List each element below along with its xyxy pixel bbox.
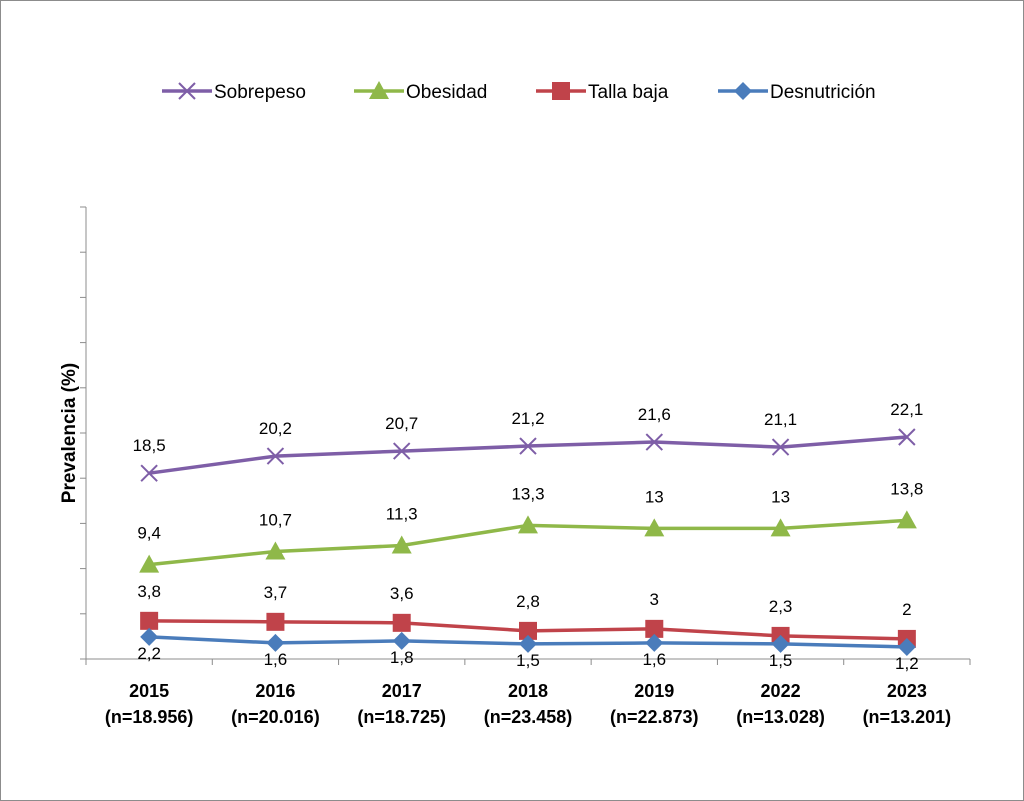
data-label: 2,3 bbox=[769, 597, 793, 616]
x-tick-label: 2018 (n=23.458) bbox=[484, 681, 573, 727]
data-label: 1,8 bbox=[390, 648, 414, 667]
data-label: 2,2 bbox=[137, 644, 161, 663]
legend-item: Obesidad bbox=[354, 81, 487, 103]
legend-marker bbox=[552, 82, 570, 100]
data-point bbox=[645, 619, 664, 638]
data-label: 1,2 bbox=[895, 654, 919, 673]
series-desnutricin bbox=[140, 627, 916, 656]
data-point bbox=[897, 637, 916, 656]
data-point bbox=[518, 515, 538, 534]
data-label: 1,5 bbox=[516, 651, 540, 670]
data-point bbox=[771, 634, 790, 653]
y-axis-title: Prevalencia (%) bbox=[59, 363, 80, 503]
data-label: 10,7 bbox=[259, 511, 292, 530]
data-point bbox=[519, 621, 537, 640]
data-point bbox=[519, 437, 537, 455]
x-tick-label: 2022 (n=13.028) bbox=[736, 681, 825, 727]
data-label: 3,7 bbox=[264, 583, 288, 602]
series-line bbox=[148, 435, 907, 475]
legend-item: Talla baja bbox=[536, 82, 669, 103]
data-point bbox=[896, 510, 917, 529]
data-label: 2 bbox=[902, 600, 911, 619]
series-obesidad bbox=[139, 510, 917, 573]
data-label: 3,8 bbox=[137, 582, 161, 601]
data-label: 3,6 bbox=[390, 584, 414, 603]
data-point bbox=[140, 464, 158, 482]
data-label: 22,1 bbox=[890, 400, 923, 419]
data-point bbox=[392, 613, 411, 632]
legend-label: Sobrepeso bbox=[214, 82, 306, 103]
data-point bbox=[266, 447, 285, 465]
data-label: 11,3 bbox=[386, 504, 418, 523]
data-label: 1,5 bbox=[769, 651, 793, 670]
legend-item: Desnutrición bbox=[718, 82, 876, 103]
series-sobrepeso bbox=[140, 428, 916, 482]
chart-axes: 2015 (n=18.956) 2016 (n=20.016) 2017 (n=18.72… bbox=[80, 206, 971, 727]
x-tick-label: 2023 (n=13.201) bbox=[863, 681, 952, 727]
legend-item: Sobrepeso bbox=[162, 82, 306, 103]
data-label: 3 bbox=[650, 590, 659, 609]
x-tick-label: 2015 (n=18.956) bbox=[105, 681, 194, 727]
data-point bbox=[898, 428, 916, 446]
legend-marker bbox=[178, 82, 196, 100]
legend-marker bbox=[369, 81, 389, 99]
data-label: 1,6 bbox=[642, 650, 666, 669]
data-point bbox=[139, 554, 160, 573]
legend-label: Desnutrición bbox=[770, 82, 876, 103]
data-point bbox=[771, 438, 790, 456]
data-point bbox=[140, 611, 159, 630]
data-point bbox=[392, 631, 411, 650]
data-label: 13 bbox=[771, 487, 790, 506]
data-point bbox=[645, 433, 663, 451]
data-point bbox=[644, 518, 665, 537]
chart-legend: Sobrepeso Obesidad Talla baja Desnutrición bbox=[162, 81, 876, 103]
data-point bbox=[266, 633, 285, 652]
data-point bbox=[770, 518, 791, 537]
data-point bbox=[266, 612, 285, 631]
data-point bbox=[265, 541, 286, 560]
y-axis-ticks bbox=[80, 206, 86, 660]
data-point bbox=[645, 633, 664, 652]
data-point bbox=[140, 627, 159, 646]
legend-marker bbox=[734, 82, 752, 100]
x-axis-ticks: 2015 (n=18.956) 2016 (n=20.016) 2017 (n=18.72… bbox=[85, 659, 971, 727]
data-label: 13,8 bbox=[890, 479, 923, 498]
data-point bbox=[391, 535, 412, 554]
data-label: 21,2 bbox=[511, 409, 544, 428]
data-label: 21,1 bbox=[764, 410, 797, 429]
series-layer bbox=[139, 428, 917, 656]
data-label: 9,4 bbox=[137, 524, 161, 543]
data-label: 20,7 bbox=[385, 414, 418, 433]
legend-label: Obesidad bbox=[406, 82, 487, 103]
data-point bbox=[519, 634, 537, 653]
data-label: 13,3 bbox=[511, 484, 544, 503]
data-label: 1,6 bbox=[264, 650, 288, 669]
x-tick-label: 2016 (n=20.016) bbox=[231, 681, 320, 727]
data-label: 13 bbox=[645, 487, 664, 506]
data-labels-layer: 18,520,2 20,7 21,2 21,6 21,122,19,410,7 11,31… bbox=[133, 400, 924, 673]
data-label: 2,8 bbox=[516, 592, 540, 611]
data-label: 20,2 bbox=[259, 419, 292, 438]
data-point bbox=[393, 442, 411, 460]
data-label: 21,6 bbox=[638, 405, 671, 424]
data-label: 18,5 bbox=[133, 436, 166, 455]
legend-label: Talla baja bbox=[588, 82, 669, 103]
x-tick-label: 2019 (n=22.873) bbox=[610, 681, 699, 727]
x-tick-label: 2017 (n=18.725) bbox=[357, 681, 446, 727]
